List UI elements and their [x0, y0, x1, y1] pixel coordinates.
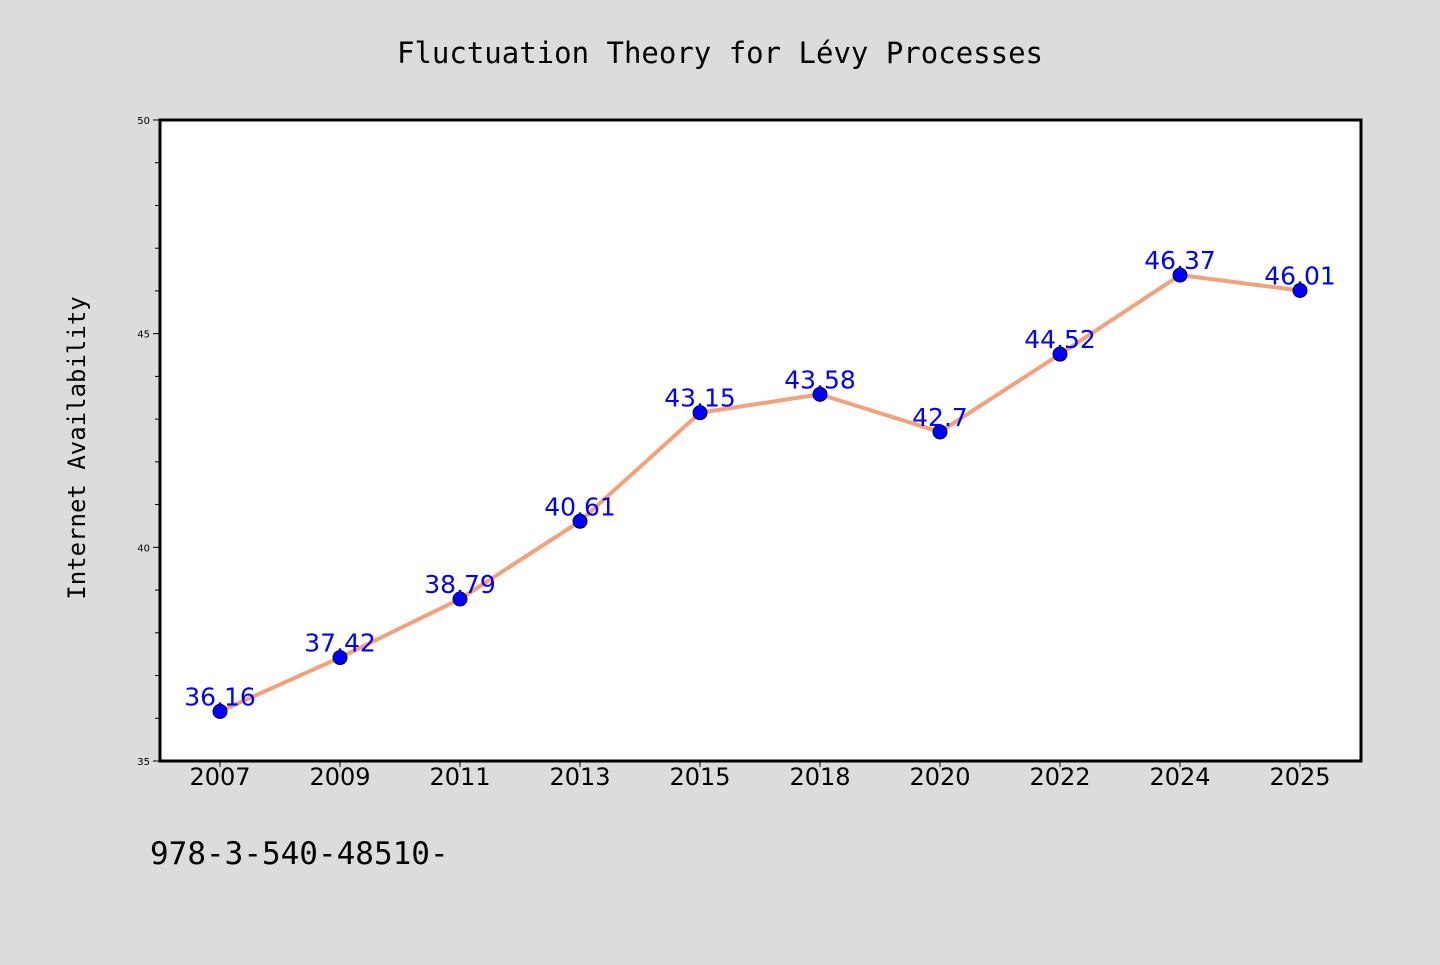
data-label: 40.61 [544, 492, 616, 521]
data-point [932, 424, 948, 440]
x-tick-label: 2013 [549, 763, 610, 791]
data-point [692, 405, 708, 421]
data-point [1292, 283, 1308, 299]
x-tick-label: 2015 [669, 763, 730, 791]
plot-area [160, 120, 1361, 761]
data-label: 43.15 [664, 384, 736, 413]
data-label: 43.58 [784, 365, 856, 394]
x-tick-label: 2009 [309, 763, 370, 791]
y-tick-label: 35 [137, 757, 150, 768]
data-label: 36.16 [184, 682, 256, 711]
data-point [572, 513, 588, 529]
x-axis-ticks: 2007 2009 2011 2013 2015 2018 2020 2022 2024 2025 [189, 761, 1331, 791]
y-tick-label: 40 [137, 543, 150, 554]
chart-title: Fluctuation Theory for Lévy Processes [397, 36, 1043, 70]
data-label: 46.37 [1144, 246, 1216, 275]
data-point [812, 386, 828, 402]
x-tick-label: 2025 [1269, 763, 1330, 791]
data-label: 37.42 [304, 629, 376, 658]
data-label: 44.52 [1024, 325, 1096, 354]
data-points [212, 267, 1308, 719]
x-tick-label: 2011 [429, 763, 490, 791]
data-label: 38.79 [424, 570, 496, 599]
y-tick-label: 50 [137, 116, 150, 127]
data-label: 42.7 [912, 403, 968, 432]
plot-frame [158, 118, 1363, 763]
x-tick-label: 2024 [1149, 763, 1210, 791]
data-labels: 36.16 37.42 38.79 40.61 43.15 43.58 42.7 44.52 4… [184, 246, 1336, 711]
data-point [452, 591, 468, 607]
y-tick-label: 45 [137, 330, 150, 341]
data-point [1172, 267, 1188, 283]
data-label: 46.01 [1264, 262, 1336, 291]
series-line [218, 273, 1302, 714]
x-tick-label: 2020 [909, 763, 970, 791]
x-tick-label: 2007 [189, 763, 250, 791]
footer-code: 978-3-540-48510- [150, 836, 449, 872]
data-point [212, 703, 228, 719]
y-axis-label: Internet Availability [63, 296, 91, 599]
data-point [1052, 346, 1068, 362]
data-point [332, 650, 348, 666]
x-tick-label: 2018 [789, 763, 850, 791]
x-tick-label: 2022 [1029, 763, 1090, 791]
